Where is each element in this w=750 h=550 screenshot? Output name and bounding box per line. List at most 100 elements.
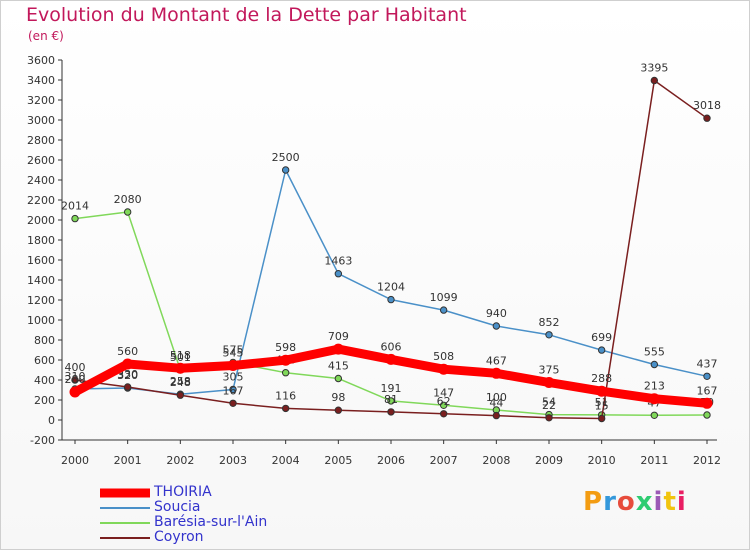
data-label: 2500 — [272, 151, 300, 164]
y-tick-label: 3600 — [27, 54, 55, 67]
x-tick-label: 2004 — [272, 454, 300, 467]
y-tick-label: 2800 — [27, 134, 55, 147]
legend-swatch-coyron — [100, 537, 150, 539]
data-label: 147 — [433, 386, 454, 399]
data-point — [387, 295, 395, 304]
x-tick-label: 2005 — [324, 454, 352, 467]
data-point — [648, 393, 660, 405]
data-label: 699 — [591, 331, 612, 344]
data-label: 560 — [117, 345, 138, 358]
legend-label-thoiria: THOIRIA — [154, 484, 212, 500]
data-label: 3018 — [693, 99, 721, 112]
logo-letter: r — [603, 487, 617, 517]
data-label: 606 — [381, 340, 402, 353]
data-point — [385, 353, 397, 365]
data-label: 852 — [539, 316, 560, 329]
logo-letter: x — [635, 487, 654, 517]
data-point — [703, 411, 711, 419]
data-label: 375 — [539, 364, 560, 377]
data-point — [492, 322, 501, 330]
x-tick-label: 2000 — [61, 454, 89, 467]
data-label: 258 — [170, 375, 191, 388]
logo-letter: P — [583, 487, 604, 517]
data-label: 575 — [223, 344, 244, 357]
data-point — [69, 386, 81, 398]
data-point — [439, 410, 448, 418]
legend-label-coyron: Coyron — [154, 529, 204, 545]
proxiti-logo[interactable]: Proxiti — [583, 487, 687, 517]
data-label: 437 — [697, 357, 718, 370]
logo-letter: t — [663, 487, 677, 517]
legend-swatch-soucia — [100, 507, 150, 509]
data-point — [596, 385, 608, 397]
data-label: 305 — [223, 371, 244, 384]
y-tick-label: 0 — [48, 414, 55, 427]
data-label: 116 — [275, 389, 296, 402]
data-point — [543, 377, 555, 388]
data-label: 1463 — [324, 255, 352, 268]
data-point — [229, 385, 237, 394]
data-point — [387, 408, 395, 416]
data-point — [334, 406, 343, 414]
data-label: 100 — [486, 391, 507, 404]
y-tick-label: 2000 — [27, 214, 55, 227]
data-point — [650, 360, 659, 369]
y-tick-label: 600 — [34, 354, 55, 367]
data-point — [650, 411, 659, 419]
data-point — [281, 369, 290, 377]
legend-swatch-baresia — [100, 522, 150, 524]
data-label: 44 — [489, 397, 503, 410]
data-label: 545 — [223, 347, 244, 360]
data-label: 555 — [644, 346, 665, 359]
data-label: 98 — [331, 391, 345, 404]
chart-subtitle: (en €) — [28, 29, 64, 43]
data-point — [332, 343, 344, 355]
data-point — [703, 114, 711, 122]
logo-letter: i — [676, 487, 687, 517]
data-point — [176, 391, 185, 399]
data-point — [650, 76, 659, 85]
data-label: 2080 — [114, 193, 142, 206]
data-label: 320 — [117, 369, 138, 382]
data-point — [545, 414, 553, 422]
data-label: 248 — [170, 376, 191, 389]
data-point — [227, 360, 239, 371]
data-label: 213 — [644, 380, 665, 393]
y-tick-label: 3400 — [27, 74, 55, 87]
y-tick-label: 1000 — [27, 314, 55, 327]
x-tick-label: 2006 — [377, 454, 405, 467]
data-label: 518 — [170, 349, 191, 362]
data-label: 3395 — [640, 62, 668, 75]
data-point — [703, 372, 711, 380]
data-point — [71, 376, 79, 384]
data-point — [174, 362, 186, 374]
data-point — [71, 214, 79, 223]
y-tick-label: 3200 — [27, 94, 55, 107]
data-label: 280 — [65, 373, 86, 386]
legend-swatch-thoiria — [100, 488, 150, 498]
y-tick-label: 200 — [34, 394, 55, 407]
y-tick-label: 2600 — [27, 154, 55, 167]
data-label: 2014 — [61, 200, 89, 213]
data-label: 508 — [433, 350, 454, 363]
y-tick-label: 1600 — [27, 254, 55, 267]
data-label: 81 — [384, 393, 398, 406]
data-label: 415 — [328, 360, 349, 373]
x-tick-label: 2002 — [166, 454, 194, 467]
data-label: 1099 — [430, 291, 458, 304]
x-tick-label: 2007 — [430, 454, 458, 467]
data-point — [281, 404, 290, 413]
legend-label-baresia: Barésia-sur-l'Ain — [154, 514, 268, 530]
data-point — [123, 383, 132, 391]
data-label: 709 — [328, 330, 349, 343]
y-tick-label: 400 — [34, 374, 55, 387]
y-tick-label: 1400 — [27, 274, 55, 287]
data-point — [334, 270, 343, 278]
data-point — [281, 166, 290, 174]
data-label: 167 — [697, 384, 718, 397]
x-tick-label: 2008 — [482, 454, 510, 467]
data-point — [545, 331, 553, 339]
data-point — [334, 374, 343, 383]
